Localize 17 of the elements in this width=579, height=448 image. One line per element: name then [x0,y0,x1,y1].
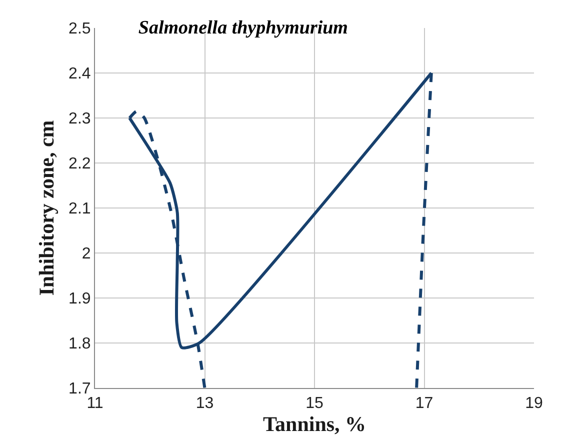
x-tick-label: 17 [415,395,434,412]
y-tick-label: 2.5 [68,20,91,38]
y-tick-label: 2.2 [68,156,91,173]
x-tick-label: 19 [525,395,543,412]
y-tick-label: 1.9 [68,290,91,308]
y-tick-label: 1.8 [68,336,91,353]
chart-title: Salmonella thyphymurium [138,17,348,38]
x-tick-label: 11 [86,395,104,412]
y-tick-label: 2.4 [68,66,91,83]
y-tick-label: 2.1 [68,200,91,218]
y-tick-label: 1.7 [68,380,91,398]
x-tick-label: 13 [196,395,214,412]
y-tick-label: 2 [82,246,91,263]
x-tick-label: 15 [306,395,324,412]
x-axis-title: Tannins, % [262,412,366,436]
y-tick-label: 2.3 [68,110,91,128]
y-axis-title: Inhibitory zone, cm [34,120,59,296]
